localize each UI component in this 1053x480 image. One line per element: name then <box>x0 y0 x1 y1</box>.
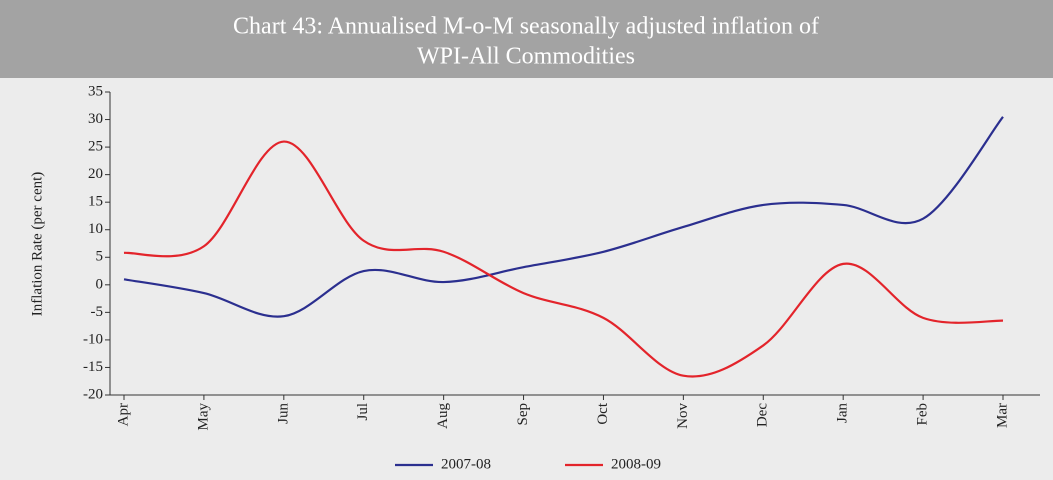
x-tick-label: Feb <box>915 403 931 426</box>
y-axis-label: Inflation Rate (per cent) <box>29 172 45 317</box>
x-tick-label: Apr <box>115 403 131 426</box>
y-tick-label: -20 <box>83 386 103 402</box>
series-line <box>123 140 1004 378</box>
x-tick-label: Jan <box>835 403 851 423</box>
chart-title: WPI-All Commodities <box>417 44 635 70</box>
y-tick-label: -15 <box>83 359 103 375</box>
y-tick-label: 25 <box>88 139 103 155</box>
title-band <box>0 0 1053 78</box>
x-tick-label: Mar <box>994 403 1010 428</box>
y-tick-label: 30 <box>88 111 103 127</box>
legend-label: 2007-08 <box>441 456 491 472</box>
x-tick-label: Jul <box>355 403 371 421</box>
series-line <box>123 116 1004 318</box>
y-tick-label: 15 <box>88 194 103 210</box>
legend-label: 2008-09 <box>611 456 661 472</box>
y-tick-label: 5 <box>96 249 104 265</box>
x-tick-label: Oct <box>595 402 611 424</box>
y-tick-label: 35 <box>88 83 103 99</box>
y-tick-label: -5 <box>91 304 104 320</box>
x-tick-label: Aug <box>435 403 451 429</box>
y-tick-label: -10 <box>83 331 103 347</box>
y-tick-label: 10 <box>88 221 103 237</box>
x-tick-label: Sep <box>515 403 531 426</box>
y-tick-label: 0 <box>96 276 104 292</box>
x-tick-label: Jun <box>275 403 291 424</box>
chart-title: Chart 43: Annualised M-o-M seasonally ad… <box>233 14 819 40</box>
x-tick-label: May <box>195 403 211 431</box>
x-tick-label: Nov <box>675 403 691 429</box>
x-tick-label: Dec <box>755 403 771 427</box>
y-tick-label: 20 <box>88 166 103 182</box>
